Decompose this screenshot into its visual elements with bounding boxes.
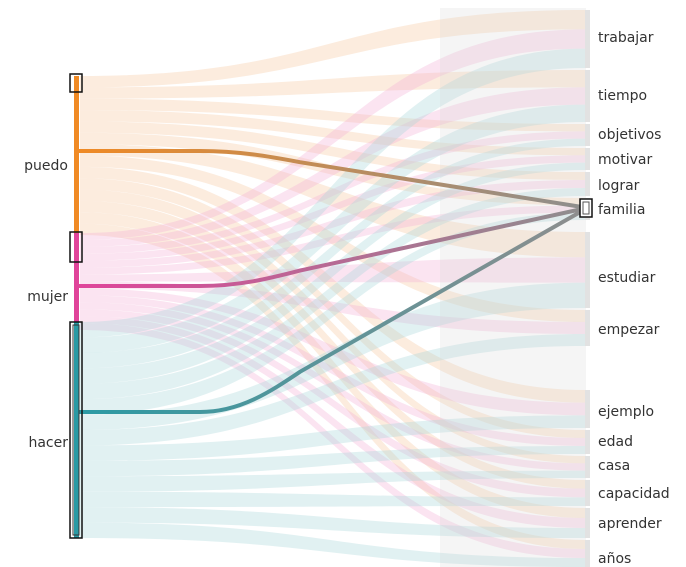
source-marker-puedo <box>69 73 83 93</box>
target-label-estudiar: estudiar <box>598 270 656 286</box>
link-hacer-edad <box>80 446 585 477</box>
target-label-aprender: aprender <box>598 516 662 532</box>
link-hacer-tiempo <box>80 104 585 353</box>
link-hacer-trabajar <box>80 48 585 338</box>
link-mujer-casa <box>80 302 585 471</box>
link-mujer-capacidad <box>80 309 585 498</box>
link-mujer-objetivos <box>80 131 585 254</box>
target-node-objetivos[interactable] <box>585 124 590 146</box>
labels-layer: puedo mujer hacer trabajar tiempo objetivos mo… <box>24 30 670 567</box>
target-node-familia-inner <box>582 201 590 215</box>
link-puedo-lograr <box>80 121 585 180</box>
link-hacer-casa <box>80 470 585 492</box>
link-puedo-tiempo <box>80 70 585 99</box>
target-fade-band <box>440 8 586 567</box>
target-node-capacidad[interactable] <box>585 480 590 506</box>
target-label-edad: edad <box>598 434 633 450</box>
link-puedo-edad <box>80 178 585 438</box>
link-mujer-estudiar <box>80 257 585 283</box>
highlight-link-mujer-familia[interactable] <box>74 207 584 288</box>
source-node-hacer[interactable] <box>74 322 79 538</box>
link-hacer-familia <box>80 212 585 415</box>
link-puedo-motivar <box>80 110 585 156</box>
link-mujer-aprender <box>80 316 585 528</box>
link-puedo-años <box>80 223 585 549</box>
target-label-objetivos: objetivos <box>598 127 661 143</box>
link-puedo-empezar <box>80 155 585 322</box>
link-puedo-ejemplo <box>80 166 585 403</box>
source-nodes <box>69 73 83 539</box>
target-label-casa: casa <box>598 458 630 474</box>
link-puedo-casa <box>80 189 585 464</box>
link-mujer-edad <box>80 295 585 446</box>
target-label-familia: familia <box>598 202 645 218</box>
link-puedo-capacidad <box>80 200 585 489</box>
target-label-años: años <box>598 551 631 567</box>
link-hacer-estudiar <box>80 282 585 430</box>
target-node-edad[interactable] <box>585 430 590 454</box>
target-label-motivar: motivar <box>598 152 652 168</box>
link-hacer-ejemplo <box>80 415 585 461</box>
link-puedo-estudiar <box>80 144 585 258</box>
link-hacer-capacidad <box>80 491 585 508</box>
target-node-estudiar[interactable] <box>585 232 590 308</box>
target-node-aprender[interactable] <box>585 508 590 538</box>
source-inner-hacer <box>72 324 80 536</box>
source-node-mujer[interactable] <box>74 233 79 330</box>
source-label-mujer: mujer <box>27 289 68 305</box>
link-puedo-objetivos <box>80 98 585 132</box>
target-label-lograr: lograr <box>598 178 640 194</box>
target-label-ejemplo: ejemplo <box>598 404 654 420</box>
source-node-puedo[interactable] <box>74 76 79 235</box>
target-label-capacidad: capacidad <box>598 486 670 502</box>
link-hacer-objetivos <box>80 138 585 369</box>
highlight-link-puedo-familia[interactable] <box>74 149 584 209</box>
target-node-ejemplo[interactable] <box>585 390 590 428</box>
link-hacer-empezar <box>80 334 585 446</box>
target-label-tiempo: tiempo <box>598 88 647 104</box>
target-label-trabajar: trabajar <box>598 30 654 46</box>
target-node-tiempo[interactable] <box>585 70 590 122</box>
target-node-casa[interactable] <box>585 456 590 478</box>
link-mujer-años <box>80 323 585 558</box>
source-marker-hacer <box>69 321 83 539</box>
link-puedo-aprender <box>80 212 585 519</box>
highlighted-links-layer <box>74 149 584 414</box>
target-node-trabajar[interactable] <box>585 10 590 68</box>
target-node-empezar[interactable] <box>585 310 590 346</box>
link-hacer-lograr <box>80 188 585 400</box>
target-node-lograr[interactable] <box>585 172 590 196</box>
link-puedo-trabajar <box>80 10 585 88</box>
link-mujer-lograr <box>80 180 585 268</box>
highlight-link-hacer-familia[interactable] <box>74 209 584 414</box>
link-mujer-trabajar <box>80 29 585 240</box>
link-mujer-motivar <box>80 155 585 261</box>
target-node-motivar[interactable] <box>585 148 590 170</box>
link-mujer-familia <box>80 205 585 275</box>
link-hacer-años <box>80 522 585 567</box>
source-label-hacer: hacer <box>28 435 68 451</box>
source-marker-mujer <box>69 231 83 263</box>
source-label-puedo: puedo <box>24 158 68 174</box>
target-label-empezar: empezar <box>598 322 660 338</box>
link-mujer-empezar <box>80 281 585 334</box>
target-node-años[interactable] <box>585 540 590 567</box>
target-nodes <box>579 10 593 567</box>
faded-links-layer <box>80 8 586 567</box>
link-hacer-motivar <box>80 162 585 384</box>
link-hacer-aprender <box>80 507 585 538</box>
